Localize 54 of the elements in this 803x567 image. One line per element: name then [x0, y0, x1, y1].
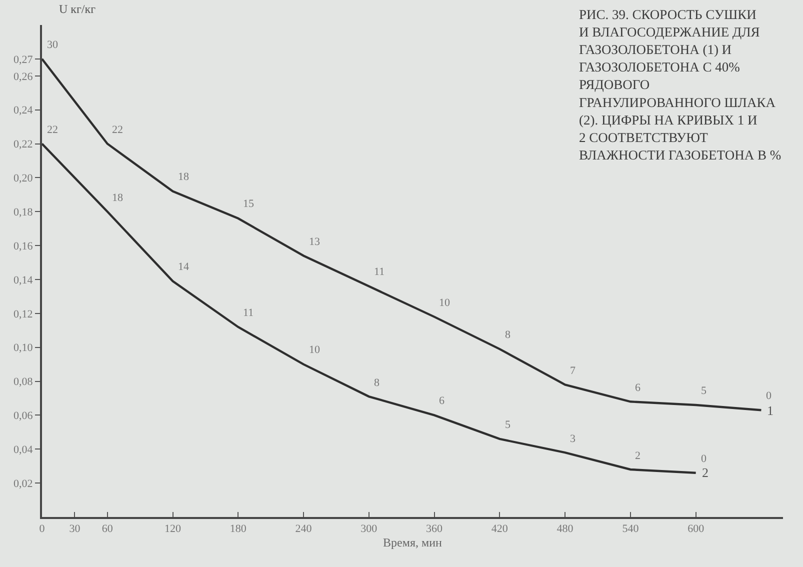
annotation: 11 [243, 307, 254, 319]
y-tick-label: 0,16 [14, 240, 34, 252]
x-tick-label: 300 [360, 523, 378, 536]
y-tick-label: 0,26 [14, 70, 34, 83]
annotation: 3 [570, 433, 576, 445]
annotation: 2 [635, 450, 640, 462]
chart-title: РИС. 39. СКОРОСТЬ СУШКИ И ВЛАГОСОДЕРЖАНИЕ ДЛЯ ГАЗОЗОЛОБЕТОНА (1) И ГАЗОЗОЛОБЕТОНА С 40% РЯДОВОГО ГРАНУЛИРОВАННОГО ШЛАКА (2). ЦИФРЫ НА КРИВЫХ 1 И 2 СООТВЕТСТВУЮТ ВЛАЖНОСТИ ГАЗОБЕТОНА В % [579, 7, 782, 162]
annotation: 5 [505, 419, 511, 431]
x-tick-label: 120 [164, 523, 182, 536]
x-tick-label: 600 [688, 523, 705, 536]
y-tick-label: 0,04 [14, 444, 34, 456]
annotation: 14 [178, 261, 190, 273]
x-axis-title: Время, мин [383, 536, 443, 550]
annotation: 6 [635, 382, 641, 394]
y-tick-label: 0,20 [14, 172, 34, 185]
annotation: 10 [439, 297, 450, 309]
annotation: 10 [309, 344, 320, 356]
annotation: 22 [112, 124, 123, 136]
y-tick-label: 0,10 [14, 342, 34, 354]
y-tick-label: 0,06 [14, 410, 34, 422]
annotation: 13 [309, 236, 320, 248]
annotation: 0 [766, 390, 772, 402]
annotation: 22 [47, 124, 58, 136]
y-tick-label: 0,18 [14, 206, 34, 218]
x-tick-label: 360 [426, 523, 444, 536]
annotation: 8 [505, 329, 511, 341]
annotation: 8 [374, 377, 380, 389]
annotation: 11 [374, 266, 385, 278]
annotation: 18 [178, 171, 190, 183]
y-tick-label: 0,24 [14, 104, 34, 117]
y-tick-label: 0,02 [14, 478, 33, 490]
series-label: 2 [702, 465, 708, 480]
annotation: 5 [701, 385, 707, 397]
annotation: 6 [439, 395, 445, 407]
y-tick-label: 0,22 [14, 138, 33, 151]
annotation: 30 [47, 39, 58, 51]
x-tick-label: 420 [491, 523, 508, 536]
x-tick-label: 540 [622, 523, 640, 536]
x-tick-label: 30 [69, 523, 81, 536]
y-tick-label: 0,14 [14, 274, 34, 286]
annotation: 18 [112, 192, 124, 204]
y-tick-label: 0,27 [14, 54, 34, 66]
annotation: 7 [570, 365, 576, 377]
x-tick-label: 480 [556, 523, 574, 536]
x-tick-label: 240 [295, 523, 312, 536]
x-tick-label: 180 [230, 523, 247, 536]
series-label: 1 [767, 403, 774, 418]
x-tick-label: 0 [39, 523, 46, 536]
y-axis-title: U кг/кг [59, 2, 96, 16]
annotation: 0 [701, 453, 707, 465]
x-tick-label: 60 [102, 523, 114, 536]
y-tick-label: 0,08 [14, 376, 34, 388]
y-tick-label: 0,12 [14, 308, 33, 320]
annotation: 15 [243, 198, 254, 210]
